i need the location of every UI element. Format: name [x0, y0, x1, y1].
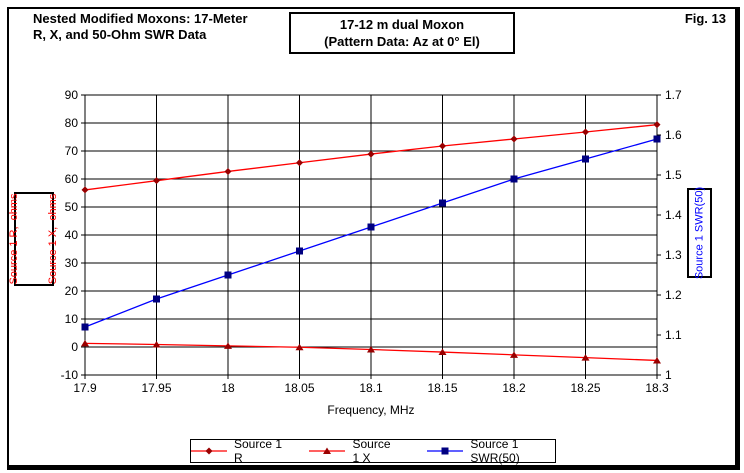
x-tick-label: 17.95 — [141, 381, 171, 395]
legend-diamond-marker-icon — [191, 446, 227, 456]
series-source-1-x — [81, 339, 661, 364]
left-tick-label: 70 — [65, 144, 79, 158]
left-tick-label: 20 — [65, 284, 79, 298]
legend-label-source-1-r: Source 1 R — [234, 437, 283, 465]
legend-item-source-1-swr: Source 1 SWR(50) — [427, 437, 555, 465]
diamond-marker-icon — [510, 135, 518, 143]
legend-triangle-marker-icon — [309, 446, 346, 456]
triangle-marker-icon — [367, 346, 375, 353]
legend-box: Source 1 R Source 1 X Source 1 SWR(50) — [190, 437, 556, 465]
square-marker-icon — [153, 295, 160, 303]
triangle-marker-icon — [510, 351, 518, 358]
chart-title: Nested Modified Moxons: 17-Meter R, X, a… — [33, 11, 248, 43]
square-marker-icon — [81, 323, 89, 331]
chart-title-line2: R, X, and 50-Ohm SWR Data — [33, 27, 207, 42]
left-tick-label: 60 — [65, 172, 79, 186]
left-axis-label-x: Source 1 X, ohms — [47, 193, 59, 285]
square-marker-icon — [653, 135, 661, 143]
legend-item-source-1-x: Source 1 X — [309, 437, 400, 465]
chart-title-line1: Nested Modified Moxons: 17-Meter — [33, 11, 248, 26]
diamond-marker-icon — [582, 128, 589, 136]
square-marker-icon — [582, 155, 589, 163]
right-tick-label: 1.3 — [665, 248, 682, 262]
right-tick-label: 1.1 — [665, 328, 682, 342]
right-tick-label: 1.6 — [665, 128, 682, 142]
left-tick-label: 30 — [65, 256, 79, 270]
triangle-marker-icon — [438, 348, 447, 356]
figure-number: Fig. 13 — [684, 11, 726, 26]
legend-label-source-1-swr: Source 1 SWR(50) — [470, 437, 520, 465]
triangle-marker-icon — [653, 356, 661, 364]
square-marker-icon — [367, 223, 375, 231]
triangle-marker-icon — [81, 339, 89, 347]
legend-swatch-line — [427, 447, 464, 455]
x-tick-label: 18 — [221, 381, 235, 395]
plot-window-frame — [7, 7, 740, 470]
square-marker-icon — [296, 247, 303, 255]
right-tick-label: 1.7 — [665, 88, 682, 102]
x-tick-label: 18.2 — [502, 381, 526, 395]
legend-label-source-1-x: Source 1 X — [352, 437, 391, 465]
series-source-1-swr-50 — [81, 135, 661, 331]
diamond-marker-icon — [653, 121, 661, 129]
x-tick-label: 17.9 — [73, 381, 97, 395]
legend-square-marker-icon — [427, 446, 464, 456]
legend-item-source-1-r: Source 1 R — [191, 437, 282, 465]
left-tick-label: 80 — [65, 116, 79, 130]
square-marker-icon — [441, 447, 449, 455]
diamond-marker-icon — [205, 447, 213, 455]
annotation-line2: (Pattern Data: Az at 0° El) — [324, 34, 480, 49]
diamond-marker-icon — [224, 167, 232, 175]
x-tick-label: 18.05 — [284, 381, 314, 395]
square-marker-icon — [224, 271, 232, 279]
x-tick-label: 18.1 — [359, 381, 383, 395]
x-tick-label: 18.15 — [427, 381, 457, 395]
left-tick-label: 90 — [65, 88, 79, 102]
right-tick-label: 1.5 — [665, 168, 682, 182]
triangle-marker-icon — [323, 447, 332, 454]
diamond-marker-icon — [439, 142, 446, 150]
right-axis-label-box: Source 1 SWR(50) — [687, 186, 712, 280]
left-tick-label: 10 — [65, 312, 79, 326]
right-tick-label: 1.4 — [665, 208, 682, 222]
triangle-marker-icon — [581, 354, 590, 361]
right-tick-label: 1.2 — [665, 288, 682, 302]
annotation-line1: 17-12 m dual Moxon — [339, 17, 465, 32]
diamond-marker-icon — [81, 186, 89, 194]
annotation-box: 17-12 m dual Moxon (Pattern Data: Az at … — [289, 12, 515, 54]
left-axis-label-r: Source 1 R, ohms — [8, 193, 20, 285]
left-tick-label: 0 — [71, 340, 78, 354]
x-axis-label: Frequency, MHz — [327, 403, 415, 417]
triangle-marker-icon — [224, 342, 232, 349]
left-axis-label-box: Source 1 R, ohms Source 1 X, ohms — [8, 192, 59, 286]
triangle-marker-icon — [152, 340, 161, 348]
x-tick-label: 18.3 — [645, 381, 669, 395]
legend-swatch-line — [309, 447, 346, 454]
right-tick-label: 1 — [665, 368, 672, 382]
x-tick-label: 18.25 — [570, 381, 600, 395]
legend-swatch-line — [191, 447, 227, 455]
right-axis-label: Source 1 SWR(50) — [693, 186, 705, 280]
square-marker-icon — [510, 175, 518, 183]
left-tick-label: 40 — [65, 228, 79, 242]
series-source-1-r — [81, 121, 661, 194]
triangle-marker-icon — [295, 343, 304, 351]
left-tick-label: 50 — [65, 200, 79, 214]
diamond-marker-icon — [296, 159, 303, 167]
left-tick-label: -10 — [61, 368, 79, 382]
square-marker-icon — [439, 199, 446, 207]
diamond-marker-icon — [367, 150, 375, 158]
diamond-marker-icon — [153, 177, 160, 185]
